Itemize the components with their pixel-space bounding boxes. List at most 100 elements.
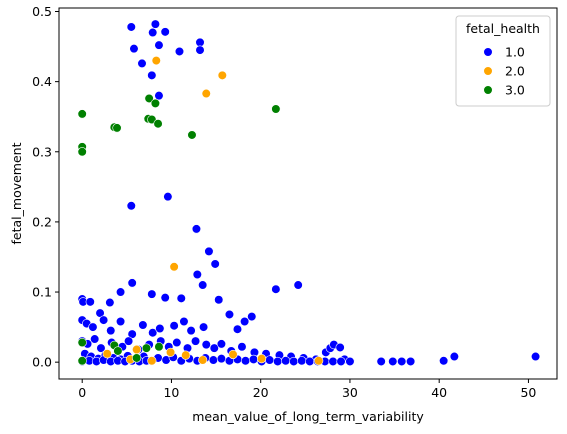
- data-point-series-1.0: [179, 316, 189, 327]
- data-point-series-1.0: [192, 269, 202, 280]
- x-tick-label: 0: [78, 385, 86, 400]
- data-point-series-3.0: [77, 147, 87, 157]
- data-point-series-1.0: [198, 280, 208, 290]
- data-point-series-2.0: [169, 262, 179, 272]
- data-point-series-3.0: [271, 104, 281, 114]
- data-point-series-1.0: [155, 323, 165, 334]
- legend-label: 3.0: [505, 83, 525, 98]
- data-point-series-1.0: [273, 356, 283, 367]
- data-point-series-1.0: [195, 45, 205, 55]
- legend-label: 1.0: [505, 45, 525, 60]
- data-point-series-2.0: [147, 356, 157, 366]
- data-point-series-1.0: [336, 356, 346, 367]
- data-point-series-1.0: [297, 356, 307, 366]
- data-point-series-1.0: [210, 259, 220, 269]
- data-point-series-1.0: [147, 70, 157, 80]
- data-point-series-2.0: [198, 355, 208, 365]
- data-point-series-1.0: [209, 343, 219, 353]
- legend-marker: [483, 47, 493, 57]
- data-point-series-2.0: [217, 70, 227, 80]
- data-point-series-1.0: [265, 355, 275, 365]
- data-point-series-1.0: [148, 27, 158, 38]
- data-point-series-1.0: [176, 293, 186, 303]
- data-point-series-1.0: [195, 37, 205, 47]
- data-point-series-1.0: [190, 336, 201, 346]
- data-point-series-1.0: [335, 342, 345, 353]
- data-point-series-1.0: [345, 356, 355, 367]
- data-point-series-1.0: [115, 287, 126, 297]
- data-point-series-1.0: [148, 328, 158, 338]
- data-point-series-1.0: [154, 91, 164, 101]
- data-point-series-1.0: [293, 280, 303, 290]
- data-point-series-1.0: [530, 351, 541, 362]
- data-point-series-1.0: [439, 356, 449, 366]
- y-tick-label: 0.3: [32, 144, 52, 159]
- data-point-series-1.0: [305, 356, 315, 367]
- data-point-series-2.0: [201, 88, 211, 99]
- data-point-series-1.0: [169, 321, 179, 331]
- data-point-series-1.0: [124, 336, 134, 346]
- x-tick-label: 10: [163, 385, 179, 400]
- y-axis-label: fetal_movement: [9, 142, 24, 244]
- data-point-series-1.0: [138, 320, 148, 330]
- legend: fetal_health 1.0 2.0 3.0: [455, 15, 551, 107]
- data-point-series-1.0: [99, 315, 109, 325]
- data-point-series-1.0: [160, 27, 170, 37]
- data-point-series-1.0: [208, 355, 218, 365]
- data-point-series-1.0: [406, 356, 416, 367]
- data-point-series-1.0: [115, 316, 126, 327]
- data-point-series-1.0: [248, 354, 259, 364]
- y-tick-label: 0.5: [32, 4, 52, 19]
- data-point-series-1.0: [172, 337, 182, 348]
- data-point-series-1.0: [204, 246, 214, 256]
- data-point-series-1.0: [216, 339, 227, 349]
- data-point-series-1.0: [271, 284, 281, 294]
- data-point-series-3.0: [77, 109, 87, 119]
- data-point-series-1.0: [163, 192, 173, 202]
- data-point-series-1.0: [96, 343, 106, 353]
- data-point-series-3.0: [77, 356, 87, 366]
- data-point-series-2.0: [151, 55, 161, 66]
- data-point-series-3.0: [187, 130, 197, 140]
- data-point-series-1.0: [127, 278, 137, 288]
- data-point-series-1.0: [147, 289, 157, 299]
- data-point-series-3.0: [77, 337, 87, 348]
- x-tick-label: 20: [253, 385, 269, 400]
- plot-area-frame: [58, 7, 558, 380]
- data-point-series-1.0: [224, 309, 235, 320]
- y-tick-label: 0.1: [32, 285, 52, 300]
- data-point-series-1.0: [174, 46, 185, 57]
- data-point-series-1.0: [328, 356, 338, 367]
- data-point-series-1.0: [289, 356, 299, 367]
- data-point-series-1.0: [232, 324, 243, 334]
- data-point-series-1.0: [186, 326, 196, 336]
- x-axis-ticks: 0 10 20 30 40 50: [78, 379, 536, 400]
- data-point-series-2.0: [165, 347, 176, 357]
- y-tick-label: 0.0: [32, 355, 52, 370]
- data-point-series-3.0: [144, 93, 154, 104]
- data-point-series-2.0: [314, 356, 324, 366]
- x-axis-label: mean_value_of_long_term_variability: [192, 409, 424, 424]
- data-point-series-1.0: [160, 293, 170, 303]
- y-axis-ticks: 0.0 0.1 0.2 0.3 0.4 0.5: [32, 4, 59, 370]
- points-layer: [77, 19, 541, 367]
- data-point-series-3.0: [113, 346, 123, 356]
- legend-marker: [483, 85, 493, 95]
- data-point-series-1.0: [240, 356, 251, 366]
- data-point-series-1.0: [88, 322, 98, 332]
- data-point-series-1.0: [129, 44, 139, 54]
- data-point-series-1.0: [150, 19, 160, 29]
- x-tick-label: 50: [520, 385, 536, 400]
- data-point-series-3.0: [154, 342, 164, 352]
- data-point-series-1.0: [216, 354, 227, 364]
- legend-box: [455, 15, 551, 107]
- data-point-series-1.0: [137, 58, 147, 69]
- data-point-series-1.0: [90, 334, 100, 344]
- data-point-series-3.0: [132, 353, 142, 363]
- y-tick-label: 0.4: [32, 74, 52, 89]
- legend-label: 2.0: [505, 64, 525, 79]
- data-point-series-2.0: [181, 350, 191, 360]
- data-point-series-1.0: [105, 297, 115, 308]
- data-point-series-2.0: [132, 344, 142, 355]
